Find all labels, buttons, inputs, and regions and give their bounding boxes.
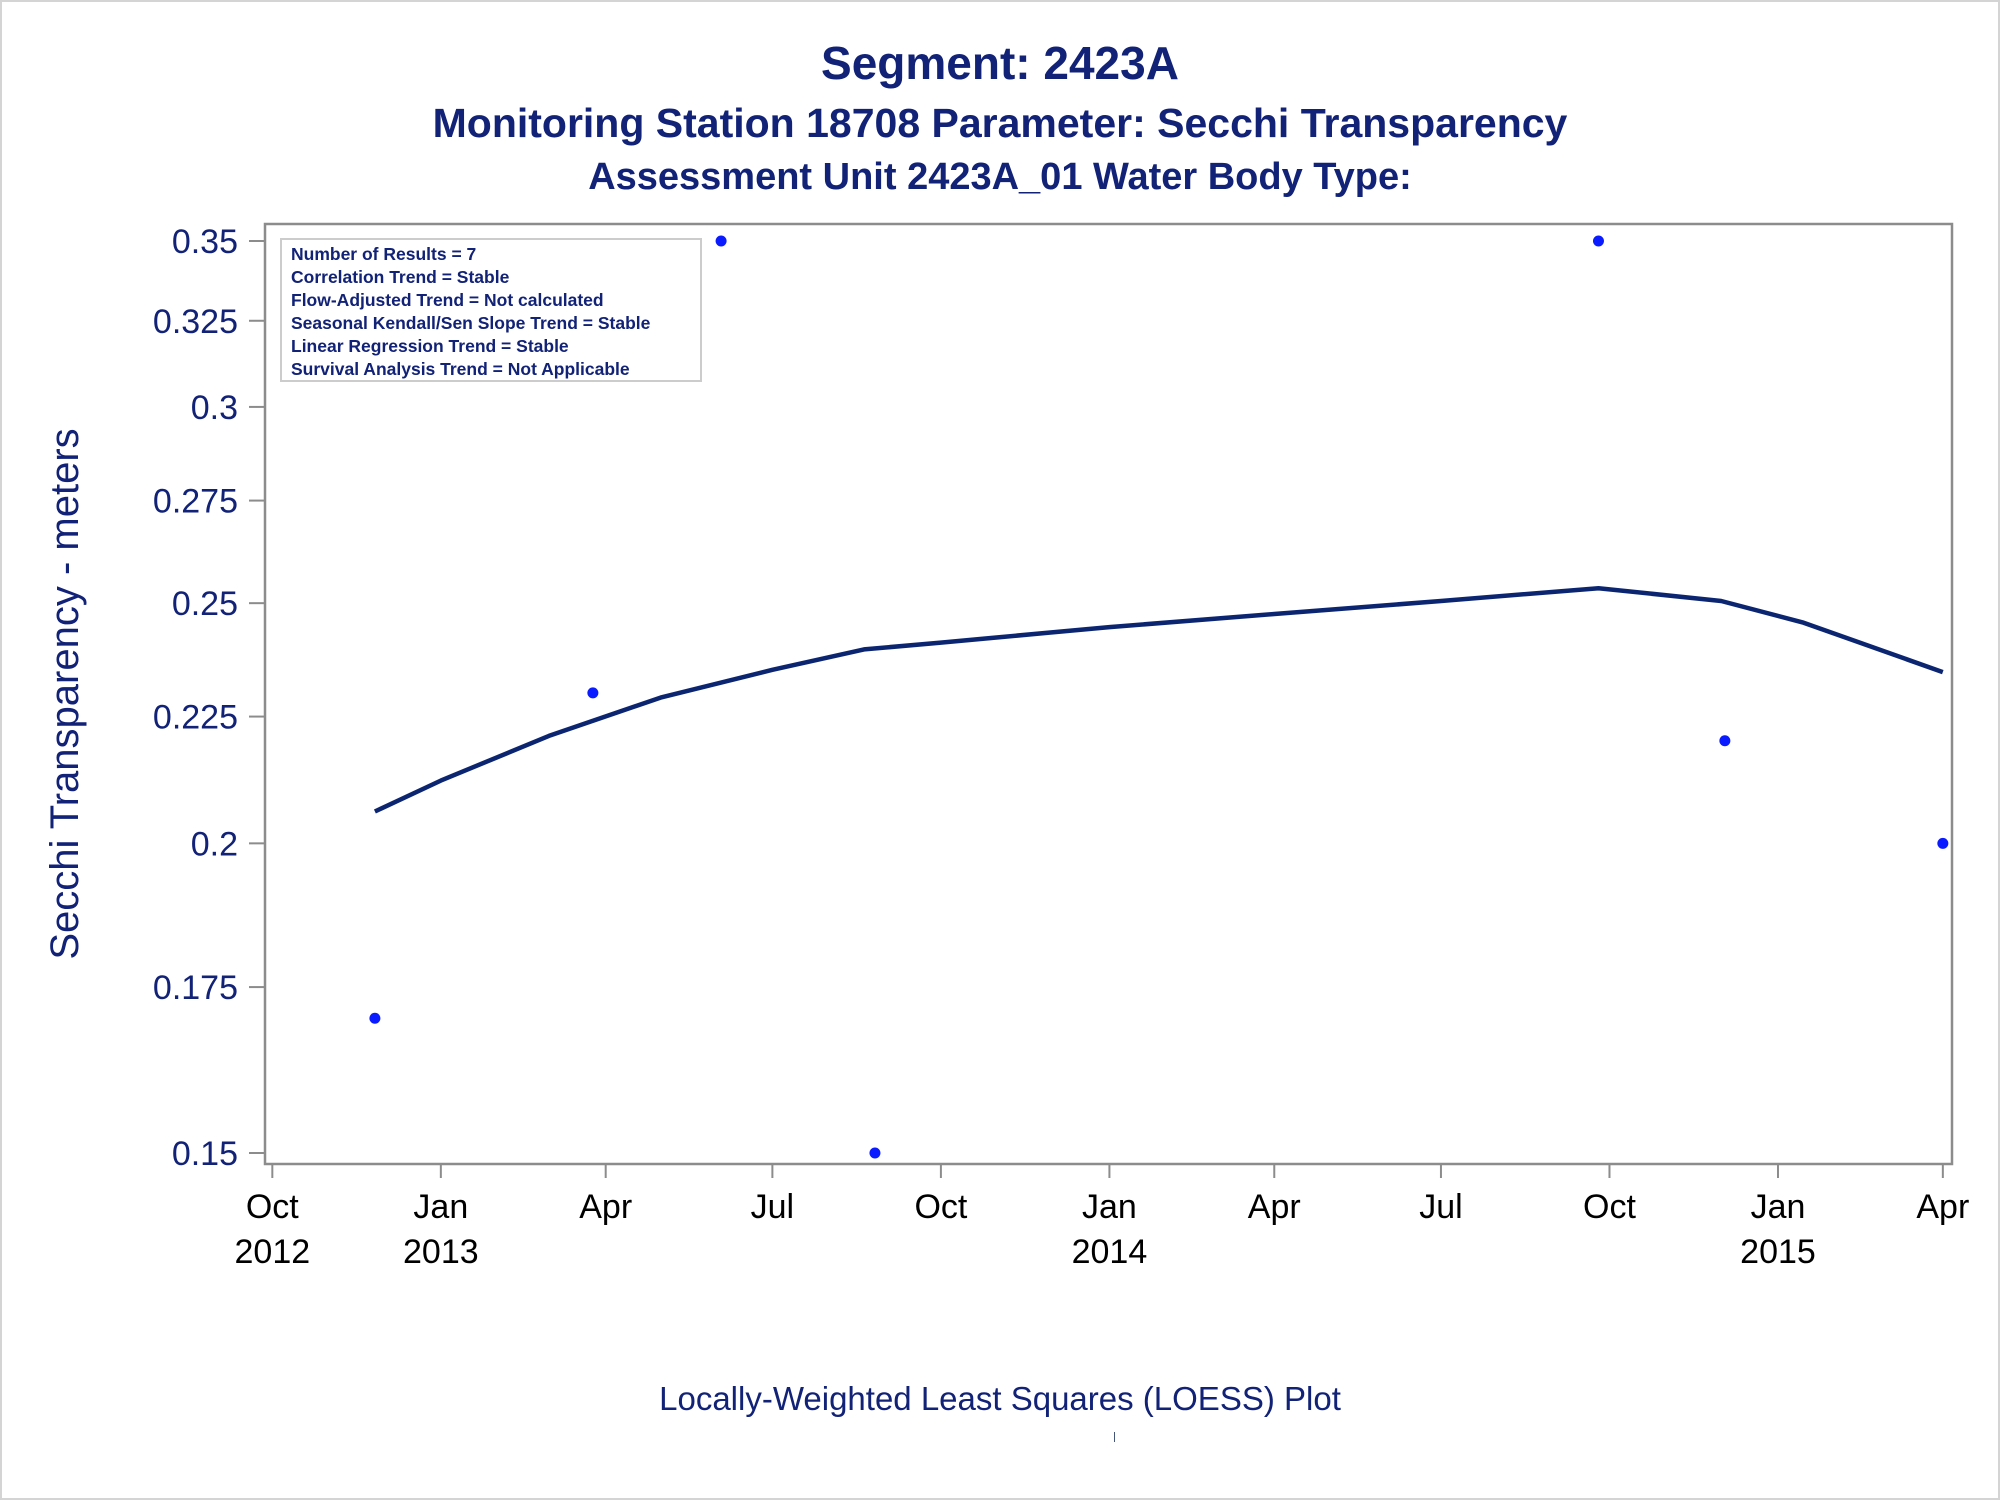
data-point [715, 235, 727, 247]
x-tick-label: Oct [246, 1188, 299, 1226]
y-tick-label: 0.3 [191, 389, 238, 427]
x-tick-year-label: 2013 [403, 1233, 479, 1271]
data-point [1592, 235, 1604, 247]
y-tick-label: 0.2 [191, 825, 238, 863]
x-tick-label: Apr [579, 1188, 632, 1226]
stat-linear-regression-trend: Linear Regression Trend = Stable [291, 336, 569, 356]
chart-title: Segment: 2423A [821, 37, 1179, 89]
y-tick-label: 0.175 [153, 969, 238, 1007]
footer-caption: Locally-Weighted Least Squares (LOESS) P… [659, 1380, 1341, 1417]
y-tick-label: 0.275 [153, 483, 238, 521]
x-tick-label: Jul [751, 1188, 794, 1226]
stat-number-of-results: Number of Results = 7 [291, 244, 476, 264]
x-tick-label: Jan [1751, 1188, 1806, 1226]
y-tick-label: 0.15 [172, 1135, 238, 1173]
chart-subtitle: Monitoring Station 18708 Parameter: Secc… [432, 100, 1568, 146]
x-tick-label: Apr [1916, 1188, 1969, 1226]
y-tick-label: 0.35 [172, 223, 238, 261]
stat-seasonal-kendall-trend: Seasonal Kendall/Sen Slope Trend = Stabl… [291, 313, 651, 333]
loess-layer [373, 585, 1944, 814]
chart-subtitle-2: Assessment Unit 2423A_01 Water Body Type… [588, 156, 1412, 198]
stats-box-border [280, 238, 702, 382]
x-tick-label: Apr [1248, 1188, 1301, 1226]
stats-box: Number of Results = 7 Correlation Trend … [280, 238, 702, 382]
footer-tick-mark [1114, 1432, 1115, 1442]
stat-correlation-trend: Correlation Trend = Stable [291, 267, 510, 287]
y-tick-label: 0.325 [153, 303, 238, 341]
x-tick-label: Jul [1419, 1188, 1462, 1226]
data-point [587, 687, 599, 699]
stat-survival-analysis-trend: Survival Analysis Trend = Not Applicable [291, 359, 630, 379]
data-point [1719, 735, 1731, 747]
x-tick-label: Jan [413, 1188, 468, 1226]
y-axis-label: Secchi Transparency - meters [43, 428, 87, 959]
stat-flow-adjusted-trend: Flow-Adjusted Trend = Not calculated [291, 290, 604, 310]
points-layer [369, 235, 1949, 1159]
x-tick-label: Oct [1583, 1188, 1636, 1226]
data-point [1937, 837, 1949, 849]
data-point [369, 1012, 381, 1024]
x-axis: Oct 2012 Jan 2013 Apr Jul Oct Jan 2014 Apr Jul Oct J… [235, 1164, 1969, 1271]
y-tick-label: 0.25 [172, 585, 238, 623]
loess-curve [373, 585, 1944, 814]
x-tick-year-label: 2015 [1740, 1233, 1816, 1271]
x-tick-year-label: 2012 [235, 1233, 311, 1271]
x-tick-year-label: 2014 [1072, 1233, 1148, 1271]
y-tick-label: 0.225 [153, 699, 238, 737]
data-point [869, 1147, 881, 1159]
x-tick-label: Jan [1082, 1188, 1137, 1226]
x-tick-label: Oct [914, 1188, 967, 1226]
y-axis: 0.15 0.175 0.2 0.225 0.25 0.275 0.3 0.325 0.35 [153, 223, 265, 1173]
